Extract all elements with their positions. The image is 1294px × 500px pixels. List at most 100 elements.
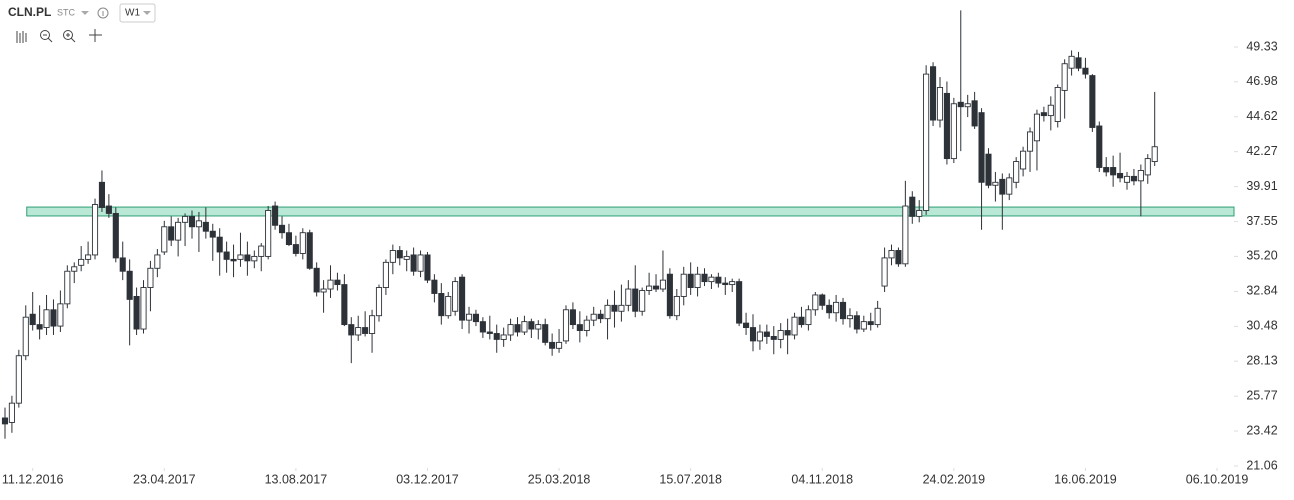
candle-body <box>943 92 950 160</box>
candle-body <box>978 112 985 183</box>
candle-body <box>777 330 784 340</box>
candle-body <box>936 86 944 121</box>
candle-body <box>521 321 528 333</box>
candle-body <box>1123 175 1131 183</box>
candle-body <box>369 315 376 334</box>
candle-body <box>853 315 860 330</box>
candle-body <box>355 327 362 336</box>
toolbar <box>16 29 102 43</box>
y-tick-label: 35.20 <box>1246 249 1277 263</box>
candle-body <box>957 101 964 108</box>
pan-tool[interactable] <box>89 29 102 42</box>
candle-body <box>881 257 888 287</box>
candle-body <box>285 232 293 246</box>
candle-body <box>8 402 15 423</box>
candle-body <box>105 205 112 214</box>
candle-body <box>1020 150 1027 170</box>
candle-body <box>770 336 777 340</box>
candle-body <box>1144 158 1151 176</box>
candle-body <box>147 267 154 288</box>
candle-body <box>43 309 50 329</box>
candle-body <box>1026 131 1034 152</box>
y-tick-label: 49.33 <box>1246 39 1277 53</box>
candle-tool[interactable] <box>16 31 27 43</box>
candle-body <box>182 215 189 223</box>
candle-body <box>292 244 299 254</box>
info-icon[interactable] <box>97 7 109 19</box>
candle-body <box>632 288 639 312</box>
candle-body <box>175 221 182 241</box>
candle-body <box>1151 146 1158 163</box>
candle-body <box>999 178 1006 195</box>
candle-body <box>687 273 694 288</box>
candle-body <box>22 316 29 357</box>
candle-body <box>1110 167 1117 176</box>
candle-body <box>493 333 500 340</box>
candle-body <box>1013 161 1020 183</box>
candle-body <box>320 288 327 293</box>
candle-body <box>964 103 971 108</box>
candle-body <box>299 232 306 254</box>
candle-body <box>119 257 126 272</box>
candle-body <box>1130 175 1137 182</box>
candle-body <box>216 236 223 253</box>
y-tick-label: 46.98 <box>1246 74 1277 88</box>
candle-body <box>708 276 715 283</box>
candle-body <box>375 287 383 317</box>
candle-body <box>188 215 196 228</box>
candle-body <box>701 273 708 283</box>
candle-body <box>756 331 763 342</box>
candle-body <box>251 255 258 262</box>
zoom-out[interactable] <box>40 30 50 40</box>
candle-body <box>985 153 992 186</box>
y-tick-label: 30.48 <box>1246 319 1277 333</box>
y-tick-label: 39.91 <box>1246 179 1277 193</box>
interval: W1 <box>125 8 140 19</box>
candle-body <box>659 279 667 290</box>
candle-body <box>36 324 43 330</box>
candle-body <box>1033 113 1041 142</box>
candle-body <box>459 276 466 321</box>
candle-body <box>202 221 209 232</box>
candle-body <box>237 254 244 260</box>
candle-body <box>64 270 71 305</box>
candle-body <box>112 212 119 259</box>
candle-body <box>923 73 930 211</box>
symbol: CLN.PL <box>8 5 51 19</box>
candle-body <box>445 295 452 317</box>
candle-body <box>874 307 881 326</box>
candle-body <box>50 309 57 327</box>
candle-body <box>479 321 486 333</box>
candle-body <box>535 324 542 330</box>
candle-body <box>1006 177 1013 195</box>
candle-body <box>729 281 736 286</box>
candle-body <box>500 334 507 340</box>
candle-body <box>971 100 978 127</box>
candle-body <box>694 273 701 288</box>
candle-body <box>98 181 106 208</box>
candle-body <box>666 273 673 317</box>
market-dropdown[interactable] <box>81 11 89 15</box>
candle-body <box>389 250 396 263</box>
candle-body <box>860 321 867 330</box>
interval-box[interactable] <box>119 3 156 23</box>
zoom-in[interactable] <box>63 30 73 40</box>
candle-body <box>417 254 424 272</box>
candle-body <box>743 322 750 329</box>
candle-body <box>382 261 389 288</box>
candle-body <box>749 327 757 342</box>
candle-body <box>909 196 916 217</box>
candle-body <box>542 324 549 343</box>
candle-body <box>639 290 646 312</box>
candle-body <box>348 324 355 336</box>
candle-body <box>195 220 202 228</box>
candle-body <box>1054 86 1061 122</box>
candle-body <box>652 285 660 290</box>
candle-body <box>29 313 36 326</box>
candle-body <box>465 313 473 321</box>
candle-body <box>763 331 770 337</box>
candle-body <box>833 301 840 314</box>
candle-body <box>805 309 812 326</box>
